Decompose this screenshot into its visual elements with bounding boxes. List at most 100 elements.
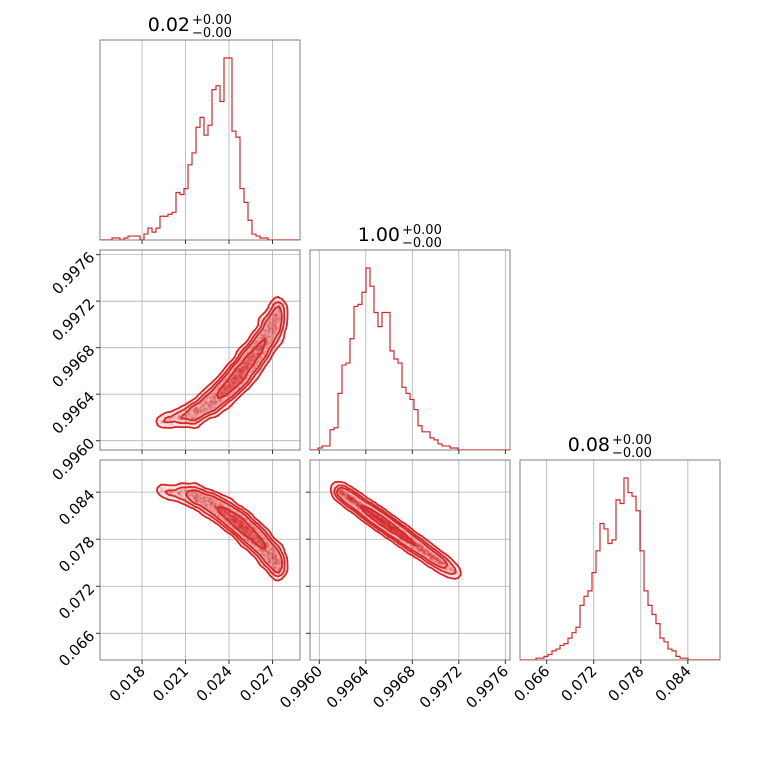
sample-point [210, 395, 214, 399]
sample-point [242, 528, 246, 531]
param-title-value: 0.02 [148, 14, 190, 36]
sample-point [234, 370, 238, 374]
sample-point [265, 329, 269, 332]
sample-point [234, 521, 238, 525]
sample-point [193, 416, 197, 420]
sample-point [245, 532, 248, 536]
sample-point [193, 410, 197, 413]
sample-point [184, 419, 188, 423]
sample-point [245, 365, 249, 368]
sample-point [278, 317, 281, 321]
sample-point [210, 407, 213, 410]
sample-point [223, 390, 227, 393]
sample-point [259, 336, 263, 340]
sample-point [240, 527, 244, 530]
sample-point [232, 379, 236, 383]
y-tick-label: 0.9968 [49, 341, 99, 391]
sample-point [230, 380, 234, 383]
sample-point [199, 502, 203, 506]
sample-point [253, 536, 257, 540]
y-tick-label: 0.9972 [49, 295, 99, 345]
sample-point [270, 547, 273, 551]
sample-point [275, 315, 278, 319]
sample-point [239, 370, 242, 374]
sample-point [273, 332, 277, 336]
sample-point [221, 380, 224, 384]
sample-point [256, 352, 259, 356]
sample-point [229, 383, 233, 387]
sample-point [240, 367, 244, 371]
sample-point [250, 355, 254, 359]
sample-point [257, 348, 260, 352]
sample-point [259, 344, 263, 348]
sample-point [239, 375, 242, 379]
sample-point [209, 400, 212, 403]
sample-point [237, 369, 241, 373]
sample-point [237, 368, 240, 372]
sample-point [211, 405, 215, 409]
sample-point [273, 562, 277, 565]
sample-point [241, 529, 244, 533]
sample-point [249, 360, 252, 363]
sample-point [253, 353, 257, 356]
y-tick-label: 0.9976 [49, 248, 99, 298]
sample-point [244, 522, 247, 526]
sample-point [269, 327, 272, 331]
sample-point [275, 318, 279, 321]
sample-point [219, 393, 223, 396]
sample-point [248, 531, 251, 534]
sample-point [251, 355, 254, 358]
sample-point [228, 382, 231, 386]
sample-point [235, 381, 238, 385]
x-tick-label: 0.027 [236, 662, 279, 705]
sample-point [222, 392, 226, 395]
sample-point [270, 325, 274, 329]
sample-point [237, 374, 241, 377]
sample-point [232, 521, 235, 524]
sample-point [235, 371, 238, 375]
sample-point [213, 395, 217, 399]
sample-point [271, 546, 275, 550]
sample-point [208, 400, 211, 404]
sample-point [221, 392, 224, 396]
sample-point [274, 316, 278, 319]
sample-point [239, 513, 243, 516]
axes-frame [99, 39, 301, 241]
sample-point [245, 367, 248, 371]
sample-point [248, 358, 251, 362]
sample-point [192, 408, 195, 411]
sample-point [268, 330, 271, 333]
sample-point [215, 399, 218, 403]
sample-point [268, 341, 271, 344]
sample-point [231, 518, 235, 521]
sample-point [170, 417, 173, 420]
sample-point [243, 361, 247, 365]
sample-point [196, 408, 199, 411]
sample-point [268, 321, 272, 325]
sample-point [251, 352, 255, 355]
sample-point [188, 412, 192, 416]
sample-point [234, 373, 238, 377]
sample-point [270, 339, 273, 342]
sample-point [264, 328, 267, 331]
sample-point [204, 400, 207, 404]
sample-point [236, 525, 240, 529]
sample-point [198, 408, 202, 412]
x-tick-label: 0.084 [652, 662, 695, 705]
sample-point [263, 352, 266, 355]
sample-point [236, 517, 239, 521]
sample-point [274, 330, 277, 334]
sample-point [231, 385, 234, 389]
sample-point [234, 523, 237, 527]
sample-point [243, 370, 246, 374]
sample-point [273, 333, 276, 336]
sample-point [228, 387, 232, 391]
sample-point [266, 344, 270, 347]
sample-point [221, 504, 224, 507]
sample-point [232, 381, 235, 384]
sample-point [275, 318, 278, 322]
sample-point [275, 309, 278, 313]
sample-point [237, 375, 241, 379]
sample-point [265, 545, 269, 549]
sample-point [205, 495, 208, 498]
